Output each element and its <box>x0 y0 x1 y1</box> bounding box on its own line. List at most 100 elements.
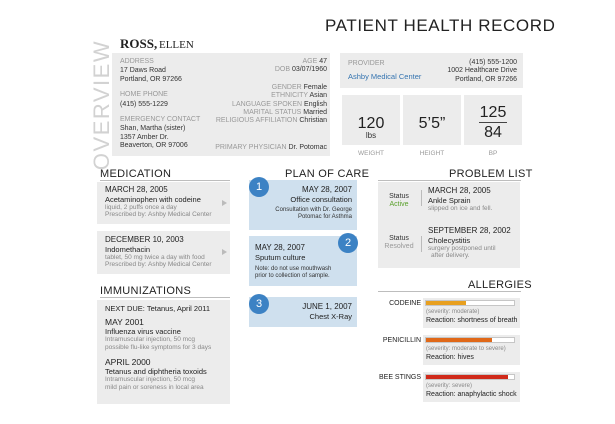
weight-value: 120 <box>357 115 385 132</box>
provider-address: (415) 555-1200 1002 Healthcare Drive Por… <box>425 59 517 84</box>
page-title: PATIENT HEALTH RECORD <box>325 16 556 35</box>
immunization-detail: mild pain or soreness in local area <box>105 383 204 391</box>
allergy-reaction: Reaction: shortness of breath <box>426 317 518 324</box>
physician-label: PRIMARY PHYSICIAN <box>215 144 287 151</box>
problem-name: Cholecystitis <box>428 235 471 245</box>
problems-title: PROBLEM LIST <box>449 168 533 180</box>
ethnicity-label: ETHNICITY <box>271 92 308 100</box>
plan-item-2-text: MAY 28, 2007 Sputum culture Note: do not… <box>255 243 337 280</box>
plan-date: MAY 28, 2007 <box>302 185 352 194</box>
religion-value: Christian <box>299 117 327 125</box>
home-phone-label: HOME PHONE <box>120 91 168 99</box>
marital-label: MARITAL STATUS <box>243 108 302 116</box>
allergy-name: CODEINE <box>389 300 421 307</box>
provider-city: Portland, OR 97266 <box>455 75 517 83</box>
medication-title: MEDICATION <box>100 168 172 180</box>
immunization-detail: Intramuscular injection, 50 mcg <box>105 336 195 344</box>
severity-bar <box>425 374 515 380</box>
medication-name: Acetaminophen with codeine <box>105 194 201 204</box>
medication-item-1-text: MARCH 28, 2005 Acetaminophen with codein… <box>105 185 220 219</box>
immunization-name: Influenza virus vaccine <box>105 327 181 337</box>
problem-2-tick <box>421 236 422 252</box>
plan-name: Office consultation <box>290 194 352 204</box>
medication-prescriber: Prescribed by: Ashby Medical Center <box>105 211 212 219</box>
physician-row: PRIMARY PHYSICIAN Dr. Potomac <box>200 144 327 152</box>
emergency-contact-line2: Beaverton, OR 97006 <box>120 142 188 150</box>
gender-value: Female <box>303 83 327 91</box>
immunizations-divider <box>100 297 230 298</box>
problem-2-status: Status Resolved <box>380 235 418 252</box>
immunization-date: APRIL 2000 <box>105 356 151 367</box>
medication-date: MARCH 28, 2005 <box>105 185 168 194</box>
severity-fill <box>426 301 466 305</box>
medication-item-1-chevron-icon[interactable] <box>222 200 227 206</box>
religion-label: RELIGIOUS AFFILIATION <box>215 117 298 125</box>
provider-street: 1002 Healthcare Drive <box>447 67 517 75</box>
plan-note: Consultation with Dr. George <box>275 206 352 213</box>
address-line2: Portland, OR 97266 <box>120 75 182 83</box>
height-value: 5’5” <box>418 115 446 132</box>
medication-item-2-chevron-icon[interactable] <box>222 249 227 255</box>
language-value: English <box>304 100 327 108</box>
allergies-divider <box>378 291 521 292</box>
problem-detail: after delivery. <box>431 252 470 260</box>
overview-panel <box>112 53 330 156</box>
patient-contact: ADDRESS 17 Daws Road Portland, OR 97266 … <box>120 58 230 151</box>
patient-name: ROSS, ELLEN <box>120 36 194 52</box>
plan-note: Note: do not use mouthwash <box>255 265 332 272</box>
allergy-severity: (severity: severe) <box>426 383 473 389</box>
provider-phone: (415) 555-1200 <box>469 59 517 66</box>
plan-note: Potomac for Asthma <box>297 213 352 220</box>
marital-row: MARITAL STATUS Married <box>200 109 327 117</box>
emergency-contact-line1: 1357 Amber Dr. <box>120 133 169 141</box>
problem-1-status: Status Active <box>380 193 418 210</box>
bp-label: BP <box>488 150 498 157</box>
medication-item-1[interactable] <box>97 182 230 224</box>
problem-date: MARCH 28, 2005 <box>428 186 491 195</box>
plan-date: MAY 28, 2007 <box>255 243 305 252</box>
severity-fill <box>426 338 492 342</box>
emergency-contact-label: EMERGENCY CONTACT <box>120 115 201 123</box>
medication-date: DECEMBER 10, 2003 <box>105 235 184 244</box>
age-value: 47 <box>319 58 327 65</box>
next-due: NEXT DUE: Tetanus, April 2011 <box>105 304 211 313</box>
allergy-name: PENICILLIN <box>382 337 421 344</box>
weight-label: WEIGHT <box>358 150 384 157</box>
problems-panel <box>378 182 520 268</box>
immunization-detail: Intramuscular injection, 50 mcg <box>105 375 195 383</box>
immunizations-title: IMMUNIZATIONS <box>100 285 192 297</box>
home-phone: (415) 555-1229 <box>120 100 168 108</box>
provider-label: PROVIDER <box>348 60 385 67</box>
plan-item-1-number: 1 <box>249 177 269 197</box>
allergy-reaction: Reaction: anaphylactic shock <box>426 391 517 398</box>
problem-detail: slipped on ice and fell. <box>428 204 493 212</box>
gender-label: GENDER <box>271 83 302 91</box>
medication-item-2[interactable] <box>97 231 230 274</box>
medication-item-2-text: DECEMBER 10, 2003 Indomethacin tablet, 5… <box>105 235 220 269</box>
plan-item-1-text: MAY 28, 2007 Office consultation Consult… <box>275 185 352 221</box>
medication-prescriber: Prescribed by: Ashby Medical Center <box>105 261 212 269</box>
ethnicity-value: Asian <box>309 92 327 100</box>
marital-value: Married <box>303 108 327 116</box>
severity-bar <box>425 337 515 343</box>
age-label: AGE <box>302 58 318 65</box>
language-row: LANGUAGE SPOKEN English <box>200 101 327 109</box>
allergy-reaction: Reaction: hives <box>426 354 474 361</box>
gender-row: GENDER Female <box>200 84 327 92</box>
plan-note: prior to collection of sample. <box>255 272 330 279</box>
immunizations-list: NEXT DUE: Tetanus, April 2011 MAY 2001 I… <box>105 304 227 392</box>
immunization-name: Tetanus and diphtheria toxoids <box>105 366 207 376</box>
dob-row: DOB 03/07/1960 <box>200 66 327 74</box>
medication-detail: tablet, 50 mg twice a day with food <box>105 253 205 261</box>
medication-divider <box>100 180 230 181</box>
allergy-severity: (severity: moderate) <box>426 309 480 315</box>
problem-1-text: MARCH 28, 2005 Ankle Sprain slipped on i… <box>428 186 518 212</box>
problem-detail: surgery postponed until <box>428 244 496 252</box>
immunization-date: MAY 2001 <box>105 317 144 327</box>
medication-name: Indomethacin <box>105 244 151 254</box>
status-badge: Resolved <box>384 243 414 251</box>
plan-name: Sputum culture <box>255 252 306 262</box>
bp-systolic: 125 <box>479 104 507 121</box>
patient-demographics: AGE 47 DOB 03/07/1960 GENDER Female ETHN… <box>200 58 327 126</box>
plan-item-3-number: 3 <box>249 294 269 314</box>
